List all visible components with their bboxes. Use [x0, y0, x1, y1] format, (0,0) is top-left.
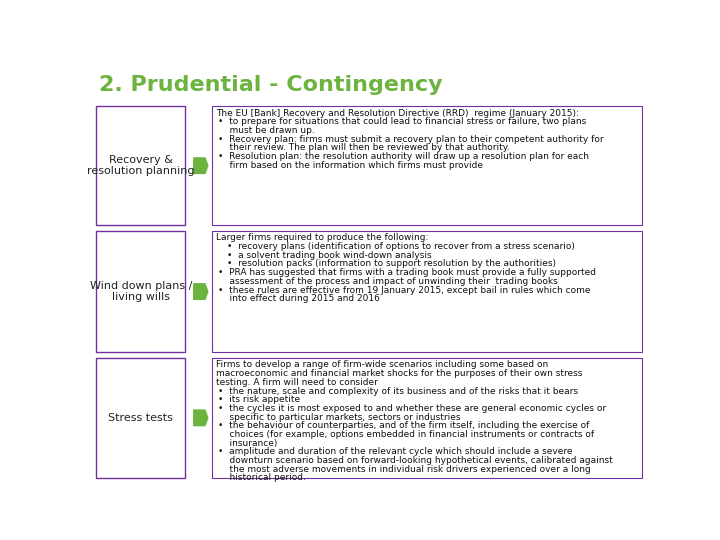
Polygon shape: [193, 283, 209, 300]
Text: The EU [Bank] Recovery and Resolution Directive (RRD)  regime (January 2015):: The EU [Bank] Recovery and Resolution Di…: [216, 109, 579, 118]
Text: •  resolution packs (information to support resolution by the authorities): • resolution packs (information to suppo…: [228, 260, 556, 268]
Text: •  its risk appetite: • its risk appetite: [218, 395, 300, 404]
Text: must be drawn up.: must be drawn up.: [218, 126, 315, 135]
Text: choices (for example, options embedded in financial instruments or contracts of: choices (for example, options embedded i…: [218, 430, 594, 439]
Polygon shape: [193, 157, 209, 174]
Text: the most adverse movements in individual risk drivers experienced over a long: the most adverse movements in individual…: [218, 465, 590, 474]
Text: •  recovery plans (identification of options to recover from a stress scenario): • recovery plans (identification of opti…: [228, 242, 575, 251]
Text: •  amplitude and duration of the relevant cycle which should include a severe: • amplitude and duration of the relevant…: [218, 447, 572, 456]
FancyBboxPatch shape: [96, 358, 185, 477]
Polygon shape: [193, 409, 209, 426]
Text: 2. Prudential - Contingency: 2. Prudential - Contingency: [99, 75, 443, 95]
Text: into effect during 2015 and 2016: into effect during 2015 and 2016: [218, 294, 379, 303]
Text: Firms to develop a range of firm-wide scenarios including some based on: Firms to develop a range of firm-wide sc…: [216, 361, 549, 369]
Text: assessment of the process and impact of unwinding their  trading books: assessment of the process and impact of …: [218, 277, 557, 286]
Text: macroeconomic and financial market shocks for the purposes of their own stress: macroeconomic and financial market shock…: [216, 369, 582, 378]
Text: •  the nature, scale and complexity of its business and of the risks that it bea: • the nature, scale and complexity of it…: [218, 387, 578, 395]
Text: •  to prepare for situations that could lead to financial stress or failure, two: • to prepare for situations that could l…: [218, 117, 586, 126]
Text: •  Recovery plan: firms must submit a recovery plan to their competent authority: • Recovery plan: firms must submit a rec…: [218, 135, 603, 144]
Text: their review. The plan will then be reviewed by that authority.: their review. The plan will then be revi…: [218, 144, 510, 152]
Text: Wind down plans /
living wills: Wind down plans / living wills: [89, 281, 192, 302]
Text: Stress tests: Stress tests: [108, 413, 174, 423]
Text: firm based on the information which firms must provide: firm based on the information which firm…: [218, 161, 483, 170]
Text: specific to particular markets, sectors or industries: specific to particular markets, sectors …: [218, 413, 460, 422]
Text: downturn scenario based on forward-looking hypothetical events, calibrated again: downturn scenario based on forward-looki…: [218, 456, 613, 465]
FancyBboxPatch shape: [212, 358, 642, 477]
FancyBboxPatch shape: [96, 231, 185, 352]
FancyBboxPatch shape: [212, 231, 642, 352]
Text: •  the cycles it is most exposed to and whether these are general economic cycle: • the cycles it is most exposed to and w…: [218, 404, 606, 413]
FancyBboxPatch shape: [96, 106, 185, 225]
Text: •  Resolution plan: the resolution authority will draw up a resolution plan for : • Resolution plan: the resolution author…: [218, 152, 589, 161]
Text: Recovery &
resolution planning: Recovery & resolution planning: [87, 155, 194, 177]
Text: Larger firms required to produce the following:: Larger firms required to produce the fol…: [216, 233, 428, 242]
Text: testing. A firm will need to consider: testing. A firm will need to consider: [216, 378, 378, 387]
Text: •  the behaviour of counterparties, and of the firm itself, including the exerci: • the behaviour of counterparties, and o…: [218, 421, 589, 430]
FancyBboxPatch shape: [212, 106, 642, 225]
Text: historical period.: historical period.: [218, 474, 306, 482]
Text: insurance): insurance): [218, 438, 277, 448]
Text: •  PRA has suggested that firms with a trading book must provide a fully support: • PRA has suggested that firms with a tr…: [218, 268, 596, 277]
Text: •  a solvent trading book wind-down analysis: • a solvent trading book wind-down analy…: [228, 251, 432, 260]
Text: •  these rules are effective from 19 January 2015, except bail in rules which co: • these rules are effective from 19 Janu…: [218, 286, 590, 294]
